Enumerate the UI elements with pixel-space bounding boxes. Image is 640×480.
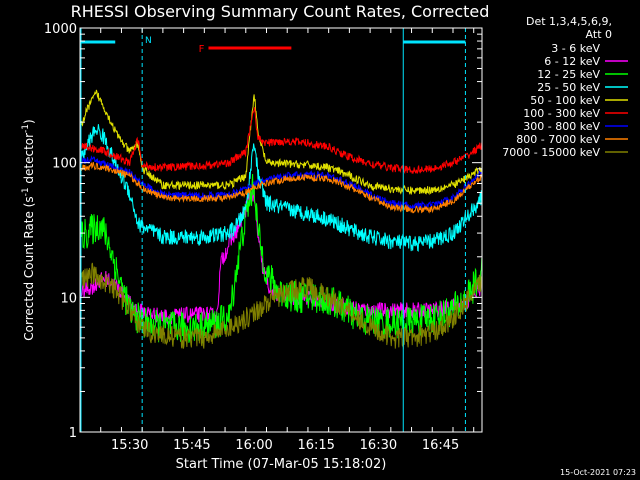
legend-entry-label: 7000 - 15000 keV (502, 146, 600, 159)
legend-header-line-1: Det 1,3,4,5,6,9, (526, 15, 612, 28)
series-line-50-100-kev (79, 89, 483, 196)
legend-header-line-2: Att 0 (586, 28, 612, 41)
y-axis-label: Corrected Count Rate (s-1 detector-1) (21, 119, 36, 340)
x-tick-label: 16:45 (422, 438, 459, 453)
x-tick-label: 15:30 (111, 438, 148, 453)
y-tick-label: 1000 (44, 22, 77, 37)
flare-marker-label: F (199, 44, 205, 55)
y-tick-label: 10 (60, 291, 77, 306)
overlay-markers: NF (80, 28, 466, 432)
plot-frame (79, 27, 483, 433)
series-line-7000-15000-kev (79, 262, 483, 350)
series-layer (79, 89, 483, 433)
legend-entry-label: 300 - 800 keV (523, 120, 600, 133)
y-tick-label: 100 (52, 157, 77, 172)
x-axis-label: Start Time (07-Mar-05 15:18:02) (176, 457, 387, 472)
chart-title: RHESSI Observing Summary Count Rates, Co… (71, 2, 490, 21)
x-tick-label: 16:30 (360, 438, 397, 453)
y-tick-label: 1 (69, 426, 77, 441)
night-marker-label: N (145, 36, 152, 46)
legend-entry-label: 50 - 100 keV (530, 94, 600, 107)
series-line-25-50-kev (79, 124, 483, 252)
legend-entry-label: 6 - 12 keV (544, 55, 600, 68)
legend-entry-label: 100 - 300 keV (523, 107, 600, 120)
legend-entry-label: 25 - 50 keV (537, 81, 600, 94)
x-tick-label: 16:00 (235, 438, 272, 453)
legend-entry-label: 3 - 6 keV (551, 42, 600, 55)
legend-entry-label: 800 - 7000 keV (516, 133, 600, 146)
series-line-100-300-kev (80, 107, 483, 175)
series-line-300-800-kev (79, 155, 483, 210)
x-tick-label: 16:15 (297, 438, 334, 453)
y-axis: 1 10 100 1000 (44, 22, 482, 441)
x-axis: 15:30 15:45 16:00 16:15 16:30 16:45 (79, 28, 475, 453)
series-line-800-7000-kev (79, 161, 483, 214)
legend-entry-label: 12 - 25 keV (537, 68, 600, 81)
footer-timestamp: 15-Oct-2021 07:23 (560, 468, 636, 477)
x-tick-label: 15:45 (173, 438, 210, 453)
